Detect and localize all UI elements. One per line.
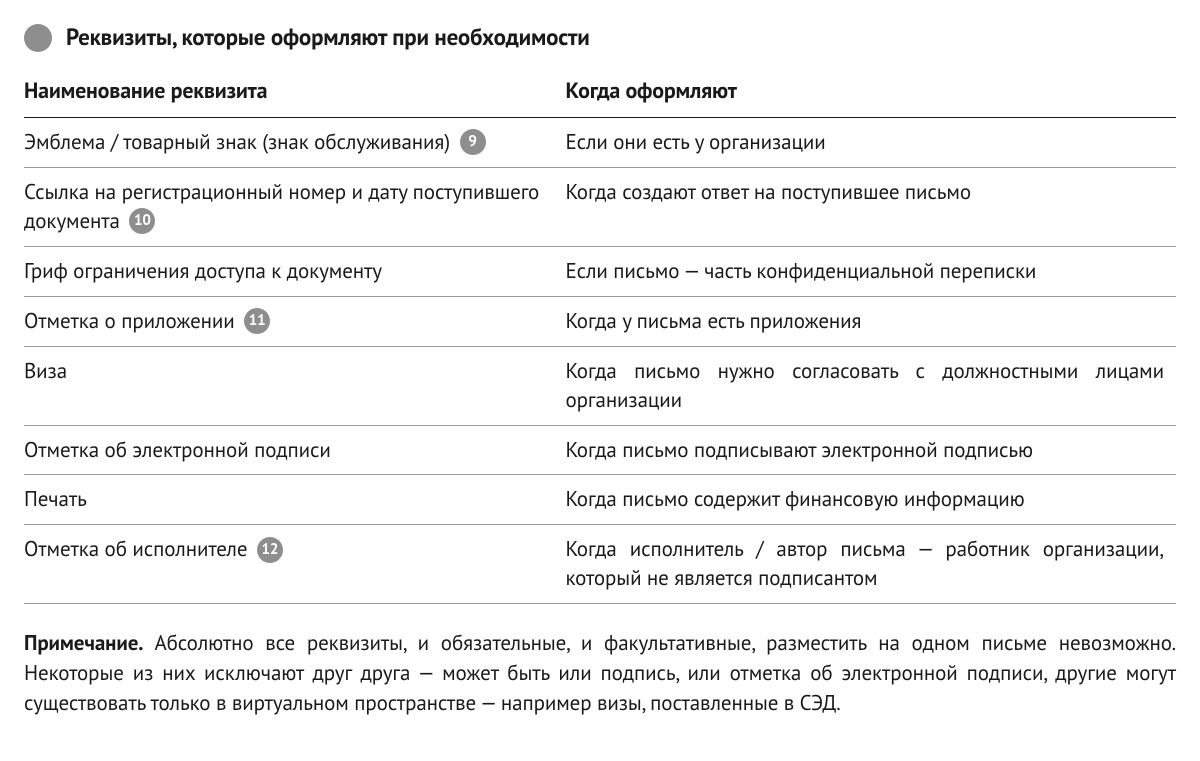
cell-name: Ссылка на регистрационный номер и дату п… xyxy=(24,167,565,246)
cell-when: Если они есть у организации xyxy=(565,117,1176,167)
footnote-badge: 9 xyxy=(460,129,486,155)
requisites-table: Наименование реквизита Когда оформляют Э… xyxy=(24,71,1176,604)
requisite-name: Отметка об исполнителе xyxy=(24,535,247,562)
footnote-badge: 10 xyxy=(129,208,155,234)
column-header-name: Наименование реквизита xyxy=(24,71,565,117)
requisite-name: Ссылка на регистрационный номер и дату п… xyxy=(24,178,539,234)
cell-when: Когда письмо содержит финансовую информа… xyxy=(565,475,1176,525)
cell-when: Когда у письма есть приложения xyxy=(565,296,1176,346)
requisite-name: Печать xyxy=(24,485,87,512)
section-heading-text: Реквизиты, которые оформляют при необход… xyxy=(66,22,590,53)
table-row: Виза Когда письмо нужно согласовать с дол… xyxy=(24,346,1176,425)
note-text: Абсолютно все реквизиты, и обязательные,… xyxy=(24,629,1176,716)
bullet-icon xyxy=(24,24,52,52)
requisite-name: Эмблема / товарный знак (знак обслуживан… xyxy=(24,128,450,155)
table-row: Отметка об электронной подписи Когда пись… xyxy=(24,425,1176,475)
table-row: Отметка о приложении 11Когда у письма ес… xyxy=(24,296,1176,346)
cell-name: Гриф ограничения доступа к документу xyxy=(24,246,565,296)
cell-when: Когда письмо подписывают электронной под… xyxy=(565,425,1176,475)
cell-when: Если письмо — часть конфиденциальной пер… xyxy=(565,246,1176,296)
section-heading: Реквизиты, которые оформляют при необход… xyxy=(24,22,1176,53)
table-row: Гриф ограничения доступа к документу Если… xyxy=(24,246,1176,296)
cell-name: Виза xyxy=(24,346,565,425)
note-paragraph: Примечание. Абсолютно все реквизиты, и о… xyxy=(24,628,1176,717)
requisite-name: Гриф ограничения доступа к документу xyxy=(24,257,382,284)
footnote-badge: 11 xyxy=(244,308,270,334)
requisite-name: Отметка об электронной подписи xyxy=(24,436,331,463)
table-row: Эмблема / товарный знак (знак обслуживан… xyxy=(24,117,1176,167)
cell-name: Отметка об исполнителе 12 xyxy=(24,525,565,604)
table-row: Отметка об исполнителе 12Когда исполните… xyxy=(24,525,1176,604)
column-header-when: Когда оформляют xyxy=(565,71,1176,117)
cell-name: Печать xyxy=(24,475,565,525)
table-row: Печать Когда письмо содержит финансовую и… xyxy=(24,475,1176,525)
requisite-name: Виза xyxy=(24,357,67,384)
footnote-badge: 12 xyxy=(257,537,283,563)
cell-name: Отметка о приложении 11 xyxy=(24,296,565,346)
note-label: Примечание. xyxy=(24,629,143,656)
cell-when: Когда исполнитель / автор письма — работ… xyxy=(565,525,1176,604)
table-row: Ссылка на регистрационный номер и дату п… xyxy=(24,167,1176,246)
cell-name: Эмблема / товарный знак (знак обслуживан… xyxy=(24,117,565,167)
cell-name: Отметка об электронной подписи xyxy=(24,425,565,475)
requisite-name: Отметка о приложении xyxy=(24,307,235,334)
cell-when: Когда создают ответ на поступившее письм… xyxy=(565,167,1176,246)
cell-when: Когда письмо нужно согласовать с должнос… xyxy=(565,346,1176,425)
